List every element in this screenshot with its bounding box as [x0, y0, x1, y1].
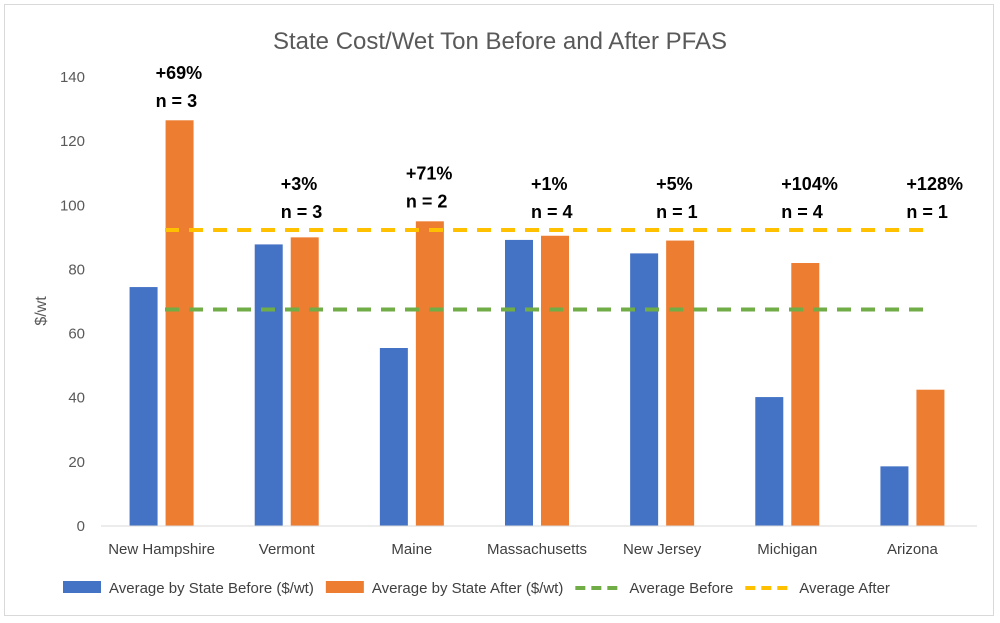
- annotation-n: n = 1: [656, 202, 698, 222]
- bar-after-arizona: [916, 390, 944, 526]
- bar-after-massachusetts: [541, 236, 569, 526]
- legend-swatch: [63, 581, 101, 593]
- y-tick-label: 140: [60, 69, 85, 86]
- chart-frame: State Cost/Wet Ton Before and After PFAS…: [4, 4, 994, 616]
- bar-before-vermont: [255, 244, 283, 526]
- y-tick-label: 0: [77, 518, 85, 535]
- bar-before-maine: [380, 348, 408, 526]
- annotation-change: +128%: [906, 174, 963, 194]
- annotation-n: n = 3: [281, 202, 323, 222]
- annotation-change: +104%: [781, 174, 838, 194]
- bar-before-arizona: [880, 466, 908, 526]
- y-tick-label: 100: [60, 197, 85, 214]
- y-tick-label: 80: [68, 261, 85, 278]
- annotation-change: +71%: [406, 163, 453, 183]
- bar-before-michigan: [755, 397, 783, 526]
- annotation-change: +3%: [281, 174, 318, 194]
- annotation-change: +1%: [531, 174, 568, 194]
- bar-after-new-hampshire: [166, 120, 194, 526]
- annotation-change: +5%: [656, 174, 693, 194]
- category-label: Massachusetts: [487, 541, 587, 558]
- annotation-n: n = 2: [406, 191, 448, 211]
- annotation-n: n = 3: [156, 91, 198, 111]
- category-label: Maine: [391, 541, 432, 558]
- bar-after-maine: [416, 221, 444, 526]
- category-label: New Hampshire: [108, 541, 215, 558]
- annotation-n: n = 1: [906, 202, 948, 222]
- chart-title: State Cost/Wet Ton Before and After PFAS: [273, 28, 727, 55]
- bar-after-michigan: [791, 263, 819, 526]
- legend-label: Average by State After ($/wt): [372, 580, 563, 597]
- annotation-change: +69%: [156, 63, 203, 83]
- legend-label: Average Before: [629, 580, 733, 597]
- y-tick-label: 40: [68, 390, 85, 407]
- category-labels: New Hampshire Vermont Maine Massachusetts Ne…: [108, 541, 938, 558]
- category-label: Vermont: [259, 541, 316, 558]
- bar-chart: State Cost/Wet Ton Before and After PFAS…: [5, 5, 995, 617]
- bar-before-new-jersey: [630, 253, 658, 526]
- bar-after-new-jersey: [666, 241, 694, 526]
- annotation-n: n = 4: [531, 202, 573, 222]
- legend-label: Average After: [799, 580, 890, 597]
- category-label: Michigan: [757, 541, 817, 558]
- y-axis-label: $/wt: [33, 296, 50, 326]
- y-tick-label: 120: [60, 133, 85, 150]
- bar-before-new-hampshire: [130, 287, 158, 526]
- legend-swatch: [326, 581, 364, 593]
- y-tick-label: 60: [68, 326, 85, 343]
- legend-label: Average by State Before ($/wt): [109, 580, 314, 597]
- category-label: Arizona: [887, 541, 939, 558]
- annotations: +69% n = 3 +3% n = 3 +71% n = 2 +1% n = 4 +5% n =…: [156, 63, 963, 222]
- y-axis-ticks: 0 20 40 60 80 100 120 140: [60, 69, 85, 535]
- bar-after-vermont: [291, 237, 319, 526]
- annotation-n: n = 4: [781, 202, 823, 222]
- legend: Average by State Before ($/wt) Average by…: [63, 580, 890, 597]
- bar-before-massachusetts: [505, 240, 533, 526]
- category-label: New Jersey: [623, 541, 702, 558]
- y-tick-label: 20: [68, 454, 85, 471]
